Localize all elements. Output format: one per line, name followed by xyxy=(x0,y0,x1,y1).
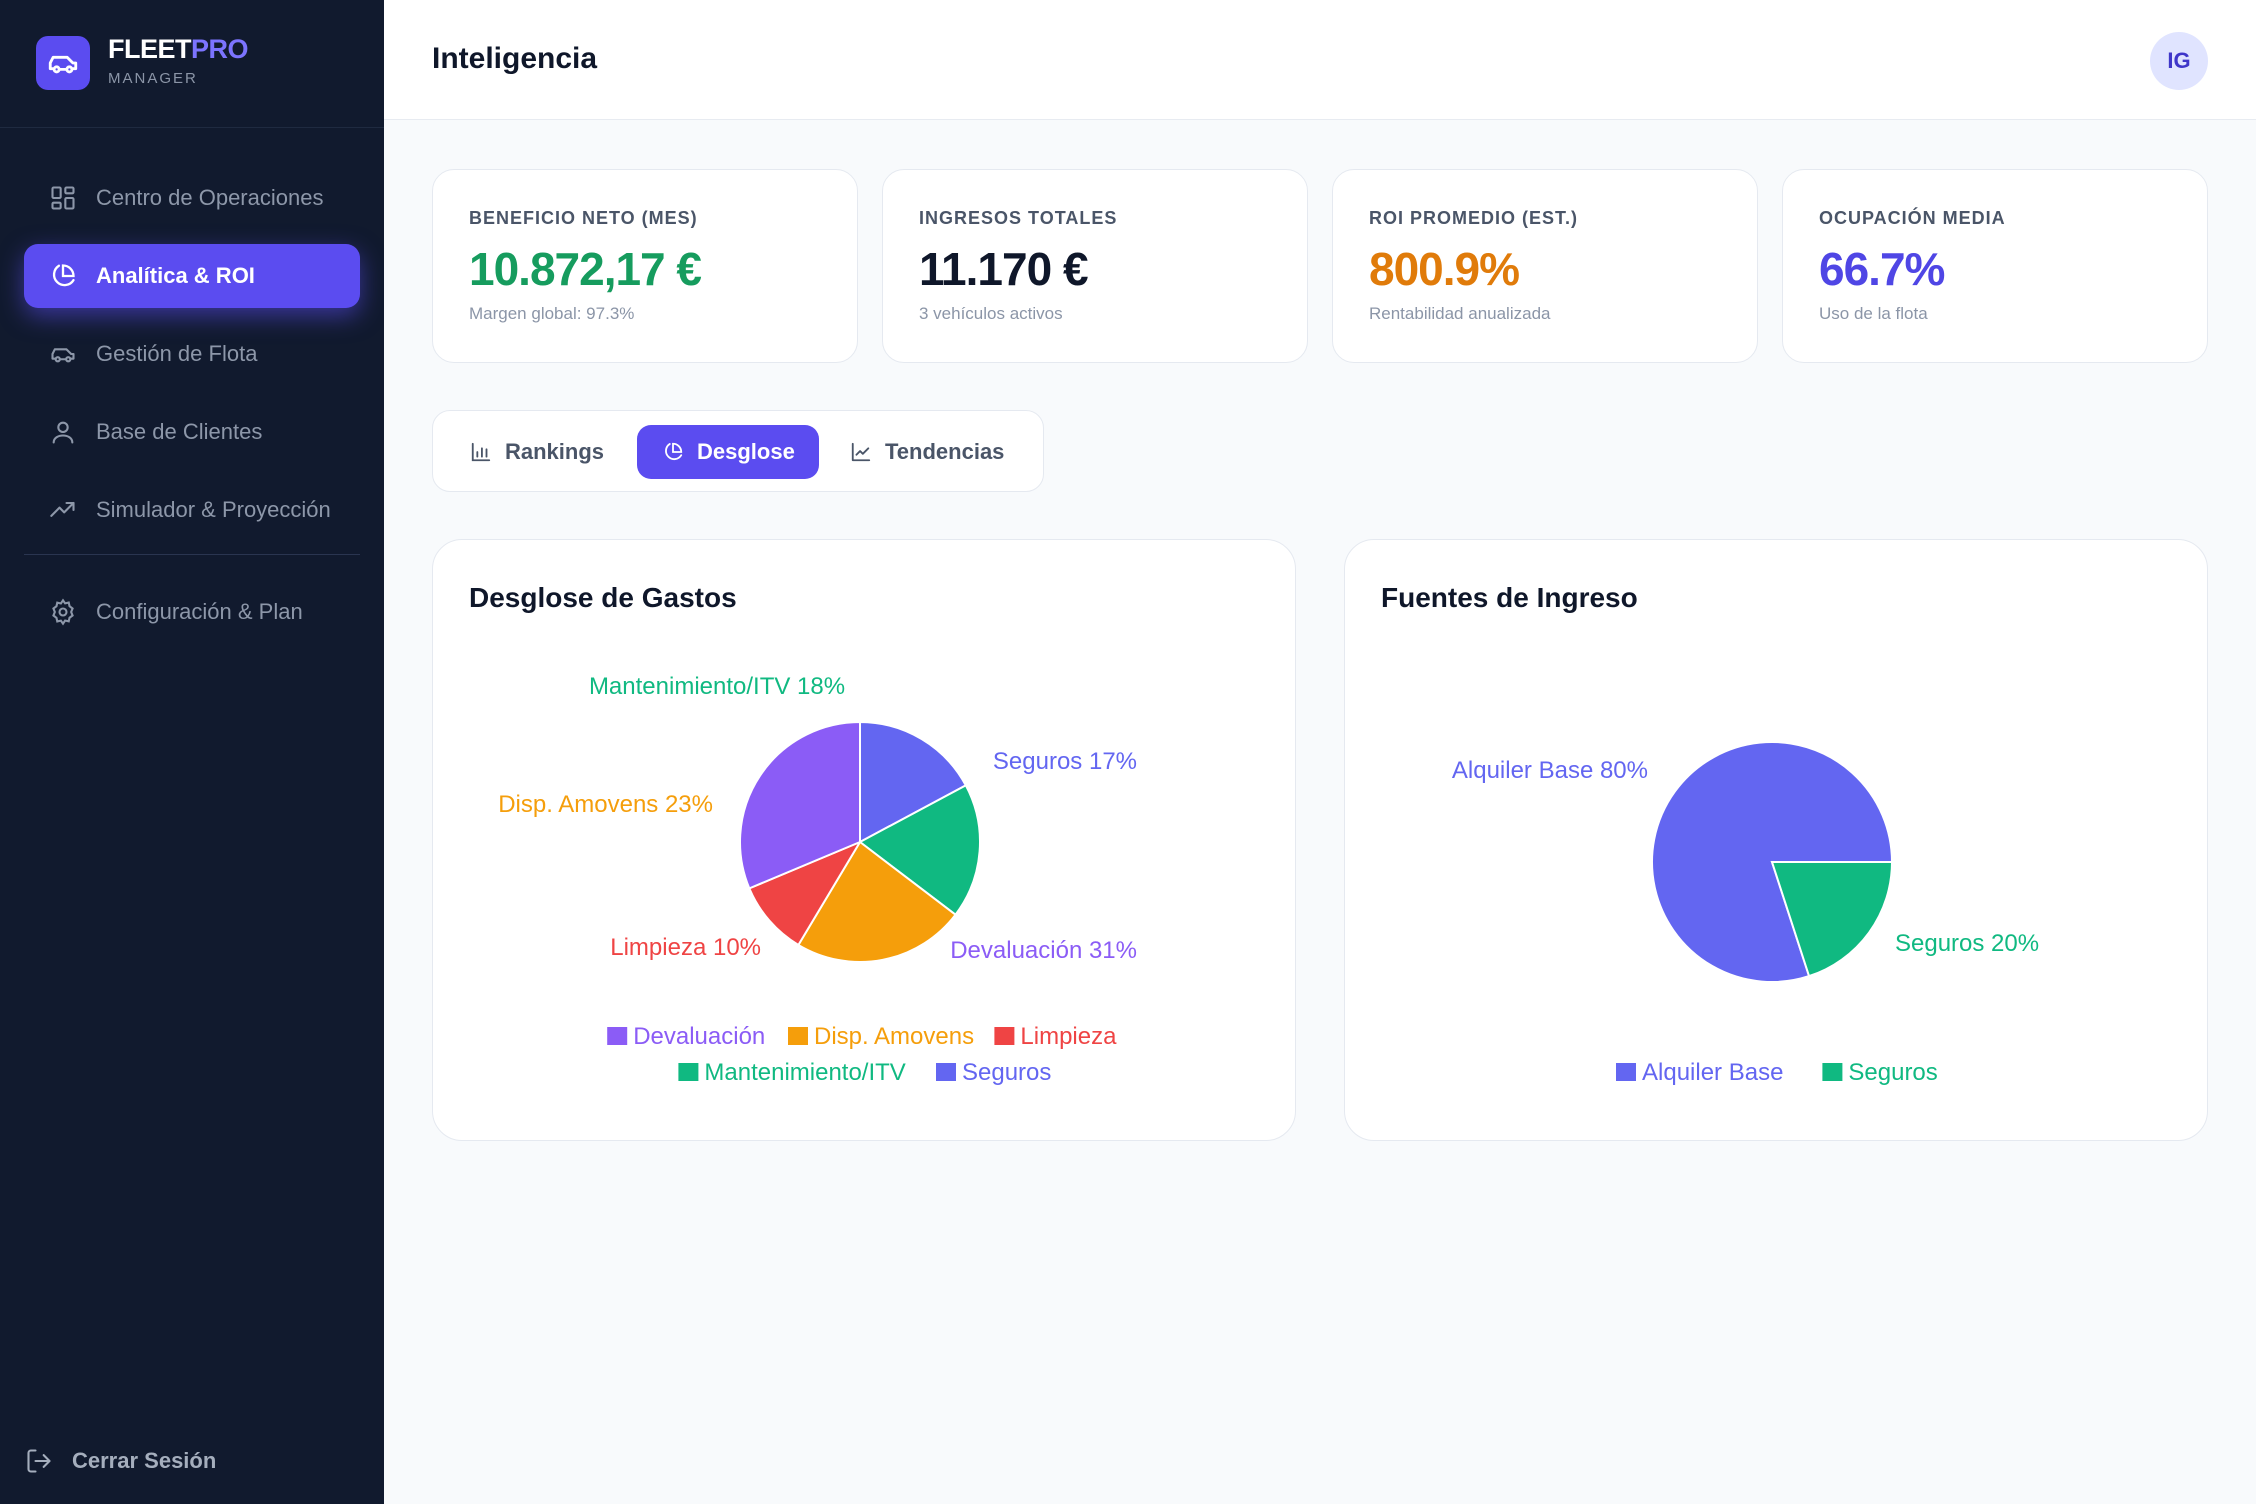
legend-label: Limpieza xyxy=(1020,1023,1117,1050)
legend-item-disp-amovens[interactable]: Disp. Amovens xyxy=(788,1023,974,1050)
legend-item-seguros[interactable]: Seguros xyxy=(936,1059,1051,1086)
sidebar-item-configuracion[interactable]: Configuración & Plan xyxy=(24,580,360,644)
brand-name: FLEETPRO xyxy=(108,34,249,64)
trending-up-icon xyxy=(48,495,78,525)
logout-icon xyxy=(24,1446,54,1476)
kpi-subtext: Margen global: 97.3% xyxy=(469,304,635,323)
pie-chart-ingresos: Alquiler Base 80% Seguros 20% Alquiler Bas… xyxy=(1452,741,2039,1086)
tab-label: Tendencias xyxy=(885,439,1005,464)
sidebar-item-label: Simulador & Proyección xyxy=(96,497,331,522)
legend-swatch xyxy=(936,1063,956,1081)
kpi-label: ROI PROMEDIO (EST.) xyxy=(1369,208,1579,228)
chart-title: Fuentes de Ingreso xyxy=(1381,582,1638,613)
legend-label: Alquiler Base xyxy=(1642,1059,1783,1086)
kpi-value: 11.170 € xyxy=(919,243,1089,295)
kpi-value: 10.872,17 € xyxy=(469,243,702,295)
user-icon xyxy=(48,417,78,447)
sidebar-divider xyxy=(24,554,360,555)
slice-label-mantenimiento-itv: Mantenimiento/ITV 18% xyxy=(589,673,845,700)
kpi-value: 800.9% xyxy=(1369,243,1520,295)
sidebar-item-label: Base de Clientes xyxy=(96,419,263,444)
kpi-card-beneficio-neto: BENEFICIO NETO (MES) 10.872,17 € Margen … xyxy=(432,169,858,363)
pie-slice-seguros[interactable] xyxy=(859,720,968,844)
slice-label-disp-amovens: Disp. Amovens 23% xyxy=(498,791,713,818)
kpi-card-roi-promedio: ROI PROMEDIO (EST.) 800.9% Rentabilidad … xyxy=(1332,169,1758,363)
kpi-card-ingresos-totales: INGRESOS TOTALES 11.170 € 3 vehículos ac… xyxy=(882,169,1308,363)
legend-swatch xyxy=(607,1027,628,1045)
sidebar-item-label: Configuración & Plan xyxy=(96,599,303,624)
car-logo-icon xyxy=(36,36,90,90)
pie-chart-icon xyxy=(661,440,685,464)
kpi-label: INGRESOS TOTALES xyxy=(919,208,1118,228)
legend-item-mantenimiento-itv[interactable]: Mantenimiento/ITV xyxy=(678,1059,906,1086)
legend-label: Disp. Amovens xyxy=(814,1023,974,1050)
legend-item-limpieza[interactable]: Limpieza xyxy=(994,1023,1117,1050)
legend-item-devaluacion[interactable]: Devaluación xyxy=(607,1023,765,1050)
sidebar-item-centro-operaciones[interactable]: Centro de Operaciones xyxy=(24,166,360,230)
pie-slice-devaluacion[interactable] xyxy=(739,720,861,890)
pie-slice-limpieza[interactable] xyxy=(748,839,863,947)
legend-swatch xyxy=(1616,1063,1636,1081)
sidebar-item-base-clientes[interactable]: Base de Clientes xyxy=(24,400,360,464)
chart-title: Desglose de Gastos xyxy=(469,582,737,613)
gear-icon xyxy=(48,597,78,627)
avatar[interactable]: IG xyxy=(2150,32,2208,90)
pie-slice-disp-amovens[interactable] xyxy=(796,840,957,963)
sidebar-item-gestion-flota[interactable]: Gestión de Flota xyxy=(24,322,360,386)
legend-item-seguros[interactable]: Seguros xyxy=(1822,1059,1938,1086)
legend-item-alquiler-base[interactable]: Alquiler Base xyxy=(1616,1059,1783,1086)
legend-label: Devaluación xyxy=(633,1023,765,1050)
legend-label: Seguros xyxy=(1848,1059,1937,1086)
logout-button[interactable]: Cerrar Sesión xyxy=(24,1446,216,1476)
slice-label-seguros: Seguros 20% xyxy=(1895,930,2039,957)
pie-slice-seguros[interactable] xyxy=(1770,861,1894,978)
brand: FLEETPRO MANAGER xyxy=(0,0,384,128)
kpi-subtext: Rentabilidad anualizada xyxy=(1369,304,1551,323)
chart-card-fuentes-ingreso: Fuentes de Ingreso Alquiler Base 80% Segu… xyxy=(1344,539,2208,1141)
kpi-subtext: 3 vehículos activos xyxy=(919,304,1063,323)
kpi-label: OCUPACIÓN MEDIA xyxy=(1819,208,2006,228)
legend-swatch xyxy=(1822,1063,1843,1081)
sidebar: FLEETPRO MANAGER Centro de Operaciones A… xyxy=(0,0,384,1504)
tab-tendencias[interactable]: Tendencias xyxy=(825,425,1028,479)
logout-label: Cerrar Sesión xyxy=(72,1448,217,1473)
car-icon xyxy=(48,339,78,369)
kpi-subtext: Uso de la flota xyxy=(1819,304,1928,323)
kpi-card-ocupacion-media: OCUPACIÓN MEDIA 66.7% Uso de la flota xyxy=(1782,169,2208,363)
legend-label: Mantenimiento/ITV xyxy=(704,1059,905,1086)
pie-slice-mantenimiento-itv[interactable] xyxy=(858,783,981,917)
kpi-label: BENEFICIO NETO (MES) xyxy=(469,208,698,228)
view-tabs: Rankings Desglose Tendencias xyxy=(432,410,1044,492)
tab-label: Rankings xyxy=(505,439,605,464)
slice-label-alquiler-base: Alquiler Base 80% xyxy=(1452,757,1648,784)
brand-subtitle: MANAGER xyxy=(108,70,198,87)
sidebar-item-analitica-roi[interactable]: Analítica & ROI xyxy=(24,244,360,308)
dashboard-grid-icon xyxy=(48,183,78,213)
line-chart-icon xyxy=(849,440,873,464)
legend-swatch xyxy=(678,1063,699,1081)
header: Inteligencia IG xyxy=(384,0,2256,120)
tab-rankings[interactable]: Rankings xyxy=(445,425,628,479)
slice-label-devaluacion: Devaluación 31% xyxy=(950,937,1137,964)
slice-label-seguros: Seguros 17% xyxy=(993,748,1137,775)
legend-swatch xyxy=(788,1027,808,1045)
legend-label: Seguros xyxy=(962,1059,1051,1086)
slice-label-limpieza: Limpieza 10% xyxy=(610,934,761,961)
sidebar-item-label: Analítica & ROI xyxy=(96,263,255,288)
kpi-value: 66.7% xyxy=(1819,243,1945,295)
tab-label: Desglose xyxy=(697,439,795,464)
sidebar-item-simulador[interactable]: Simulador & Proyección xyxy=(24,478,360,542)
pie-chart-icon xyxy=(48,261,78,291)
bar-chart-icon xyxy=(469,440,493,464)
sidebar-item-label: Gestión de Flota xyxy=(96,341,258,366)
pie-chart-gastos: Devaluación 31% Disp. Amovens 23% Limpieza… xyxy=(498,673,1137,1086)
sidebar-item-label: Centro de Operaciones xyxy=(96,185,324,210)
legend-swatch xyxy=(994,1027,1015,1045)
page-title: Inteligencia xyxy=(432,42,598,75)
tab-desglose[interactable]: Desglose xyxy=(637,425,819,479)
chart-card-desglose-gastos: Desglose de Gastos Devaluación 31% Disp. … xyxy=(432,539,1296,1141)
